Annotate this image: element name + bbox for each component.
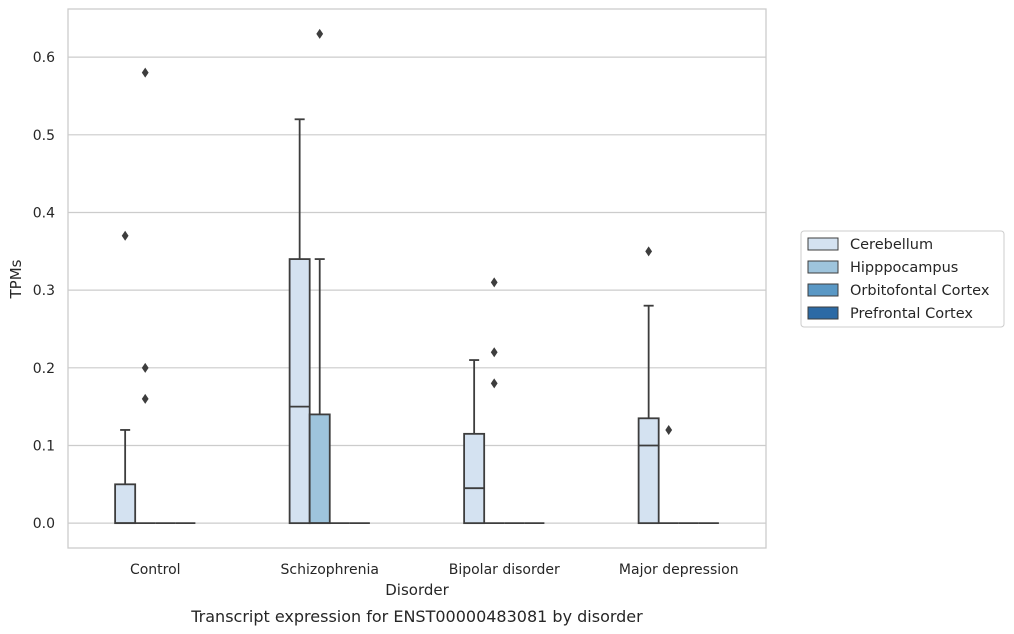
x-tick-label: Major depression (619, 562, 739, 578)
box-hipppocampus (308, 413, 331, 525)
outlier-point (121, 230, 129, 241)
x-axis-title: Disorder (385, 581, 449, 599)
outlier-point (141, 67, 149, 78)
legend-swatch (807, 260, 839, 274)
y-tick-label: 0.5 (33, 128, 55, 144)
box-cerebellum (637, 417, 660, 525)
chart-caption: Transcript expression for ENST0000048308… (190, 607, 643, 626)
outlier-point (645, 246, 653, 257)
x-tick-label: Bipolar disorder (449, 562, 560, 578)
plot-frame (67, 8, 767, 549)
legend-label: Cerebellum (850, 237, 933, 253)
outlier-point (490, 277, 498, 288)
x-tick-labels: Control Schizophrenia Bipolar disorder Majo… (130, 562, 739, 578)
legend-label: Orbitofontal Cortex (850, 283, 990, 299)
y-tick-label: 0.3 (33, 283, 55, 299)
y-axis-title: TPMs (7, 259, 25, 299)
legend-label: Hipppocampus (850, 260, 958, 276)
outlier-point (141, 362, 149, 373)
legend-swatch (807, 237, 839, 251)
outlier-point (665, 424, 673, 435)
outlier-point (316, 28, 324, 39)
y-tick-label: 0.1 (33, 438, 55, 454)
y-tick-label: 0.2 (33, 361, 55, 377)
legend-swatch (807, 306, 839, 320)
y-gridlines (68, 56, 766, 524)
outlier-point (141, 393, 149, 404)
y-tick-label: 0.6 (33, 50, 55, 66)
y-tick-label: 0.4 (33, 205, 55, 221)
outlier-point (490, 378, 498, 389)
legend-swatch (807, 283, 839, 297)
box-layer (114, 28, 719, 525)
y-tick-label: 0.0 (33, 516, 55, 532)
legend-label: Prefrontal Cortex (850, 306, 973, 322)
legend-frame (800, 230, 1005, 328)
legend: Cerebellum Hipppocampus Orbitofontal Corte… (800, 230, 1005, 328)
y-tick-labels: 0.0 0.1 0.2 0.3 0.4 0.5 0.6 (33, 50, 55, 532)
box-cerebellum (288, 258, 311, 525)
box-cerebellum (463, 432, 486, 525)
box-cerebellum (114, 483, 137, 525)
outlier-point (490, 347, 498, 358)
x-tick-label: Schizophrenia (281, 562, 379, 578)
x-tick-label: Control (130, 562, 181, 578)
